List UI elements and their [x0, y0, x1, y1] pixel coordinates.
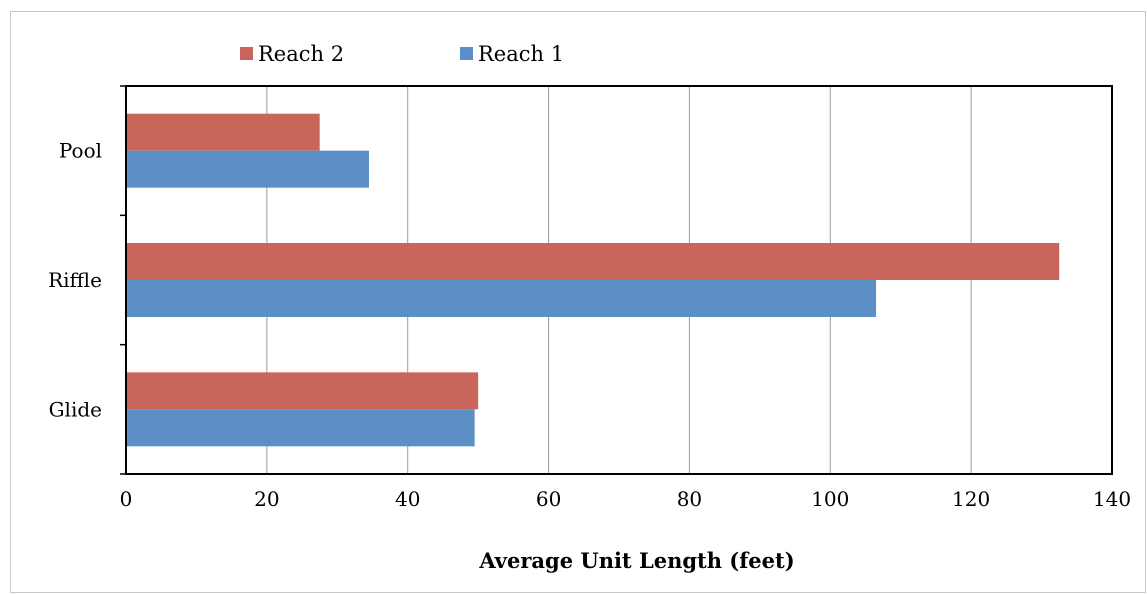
category-label-glide: Glide	[49, 397, 102, 421]
bar-pool-reach-2	[126, 113, 320, 151]
x-tick-label: 80	[677, 487, 702, 511]
plot-border	[125, 85, 1113, 475]
category-tick-marks	[120, 85, 126, 475]
chart-frame	[10, 11, 1146, 593]
x-tick-label: 40	[395, 487, 420, 511]
x-tick-label: 100	[811, 487, 849, 511]
legend-label-reach-2: Reach 2	[258, 42, 344, 66]
legend-label-reach-1: Reach 1	[478, 42, 564, 66]
bars	[126, 113, 1060, 447]
category-label-riffle: Riffle	[48, 268, 102, 292]
x-axis-title: Average Unit Length (feet)	[478, 548, 794, 573]
legend-swatch-reach-1	[460, 47, 473, 60]
bar-glide-reach-1	[126, 409, 475, 447]
x-tick-label: 120	[952, 487, 990, 511]
x-tick-label: 140	[1093, 487, 1131, 511]
x-tick-label: 20	[254, 487, 279, 511]
legend-swatch-reach-2	[240, 47, 253, 60]
x-tick-label: 0	[120, 487, 133, 511]
x-tick-label: 60	[536, 487, 561, 511]
bar-glide-reach-2	[126, 372, 479, 410]
bar-pool-reach-1	[126, 150, 369, 188]
category-labels: Pool Riffle Glide	[48, 139, 102, 422]
legend: Reach 2 Reach 1	[240, 42, 564, 66]
category-label-pool: Pool	[59, 139, 102, 163]
bar-riffle-reach-1	[126, 280, 877, 317]
bar-riffle-reach-2	[126, 243, 1060, 280]
x-tick-labels: 0 20 40 60 80 100 120 140	[120, 487, 1131, 511]
